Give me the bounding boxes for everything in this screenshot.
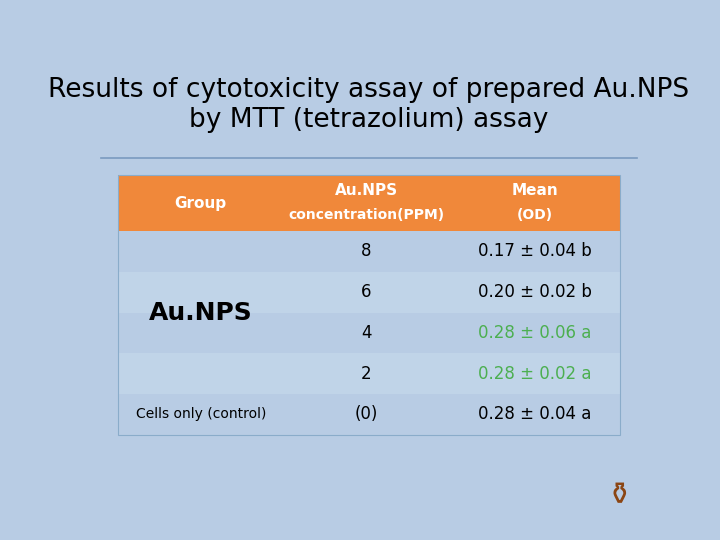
FancyBboxPatch shape — [118, 272, 620, 313]
FancyBboxPatch shape — [118, 231, 620, 272]
Text: Au.NPS: Au.NPS — [149, 301, 253, 325]
Text: 4: 4 — [361, 324, 372, 342]
Text: 0.28 ± 0.04 a: 0.28 ± 0.04 a — [478, 406, 591, 423]
FancyBboxPatch shape — [118, 394, 620, 435]
Text: (OD): (OD) — [517, 208, 553, 222]
Text: 6: 6 — [361, 284, 372, 301]
Text: 0.28 ± 0.02 a: 0.28 ± 0.02 a — [478, 364, 591, 383]
Text: Cells only (control): Cells only (control) — [135, 408, 266, 422]
Text: concentration(PPM): concentration(PPM) — [289, 208, 444, 222]
Text: 0.28 ± 0.06 a: 0.28 ± 0.06 a — [478, 324, 591, 342]
Text: 0.20 ± 0.02 b: 0.20 ± 0.02 b — [478, 284, 592, 301]
Text: Au.NPS: Au.NPS — [335, 183, 398, 198]
Text: 0.17 ± 0.04 b: 0.17 ± 0.04 b — [478, 242, 592, 260]
FancyBboxPatch shape — [118, 353, 620, 394]
Text: 8: 8 — [361, 242, 372, 260]
Text: 2: 2 — [361, 364, 372, 383]
FancyBboxPatch shape — [118, 313, 620, 353]
Text: (0): (0) — [355, 406, 378, 423]
FancyBboxPatch shape — [118, 175, 620, 231]
Text: Mean: Mean — [511, 183, 558, 198]
Text: Results of cytotoxicity assay of prepared Au.NPS
by MTT (tetrazolium) assay: Results of cytotoxicity assay of prepare… — [48, 77, 690, 133]
Text: Group: Group — [175, 195, 227, 211]
Text: ⚱: ⚱ — [606, 482, 632, 510]
